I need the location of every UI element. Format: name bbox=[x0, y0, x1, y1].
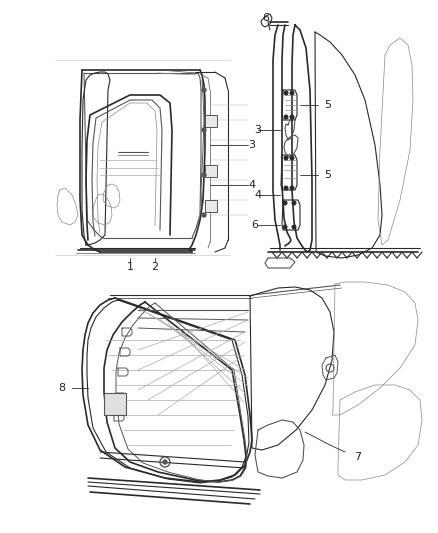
Text: 6: 6 bbox=[262, 13, 269, 23]
Circle shape bbox=[163, 460, 167, 464]
Circle shape bbox=[290, 156, 294, 160]
Circle shape bbox=[202, 213, 206, 217]
Circle shape bbox=[283, 225, 287, 229]
Circle shape bbox=[290, 115, 294, 119]
Circle shape bbox=[290, 91, 294, 95]
Circle shape bbox=[284, 115, 288, 119]
Text: 3: 3 bbox=[248, 140, 255, 150]
Circle shape bbox=[202, 173, 206, 177]
Circle shape bbox=[284, 156, 288, 160]
Circle shape bbox=[202, 128, 206, 132]
Bar bbox=[205, 165, 217, 177]
Circle shape bbox=[290, 186, 294, 190]
Text: 8: 8 bbox=[58, 383, 66, 393]
Text: 5: 5 bbox=[325, 170, 332, 180]
Bar bbox=[104, 393, 126, 415]
Circle shape bbox=[284, 186, 288, 190]
Text: 6: 6 bbox=[251, 220, 258, 230]
Circle shape bbox=[283, 201, 287, 205]
Text: 5: 5 bbox=[325, 100, 332, 110]
Circle shape bbox=[284, 91, 288, 95]
Text: 2: 2 bbox=[152, 262, 159, 272]
Text: 3: 3 bbox=[254, 125, 261, 135]
Circle shape bbox=[292, 201, 296, 205]
Circle shape bbox=[292, 225, 296, 229]
Text: 4: 4 bbox=[248, 180, 255, 190]
Text: 7: 7 bbox=[354, 452, 361, 462]
Bar bbox=[205, 115, 217, 127]
Text: 1: 1 bbox=[127, 262, 134, 272]
Circle shape bbox=[202, 88, 206, 92]
Text: 4: 4 bbox=[254, 190, 261, 200]
Bar bbox=[205, 200, 217, 212]
